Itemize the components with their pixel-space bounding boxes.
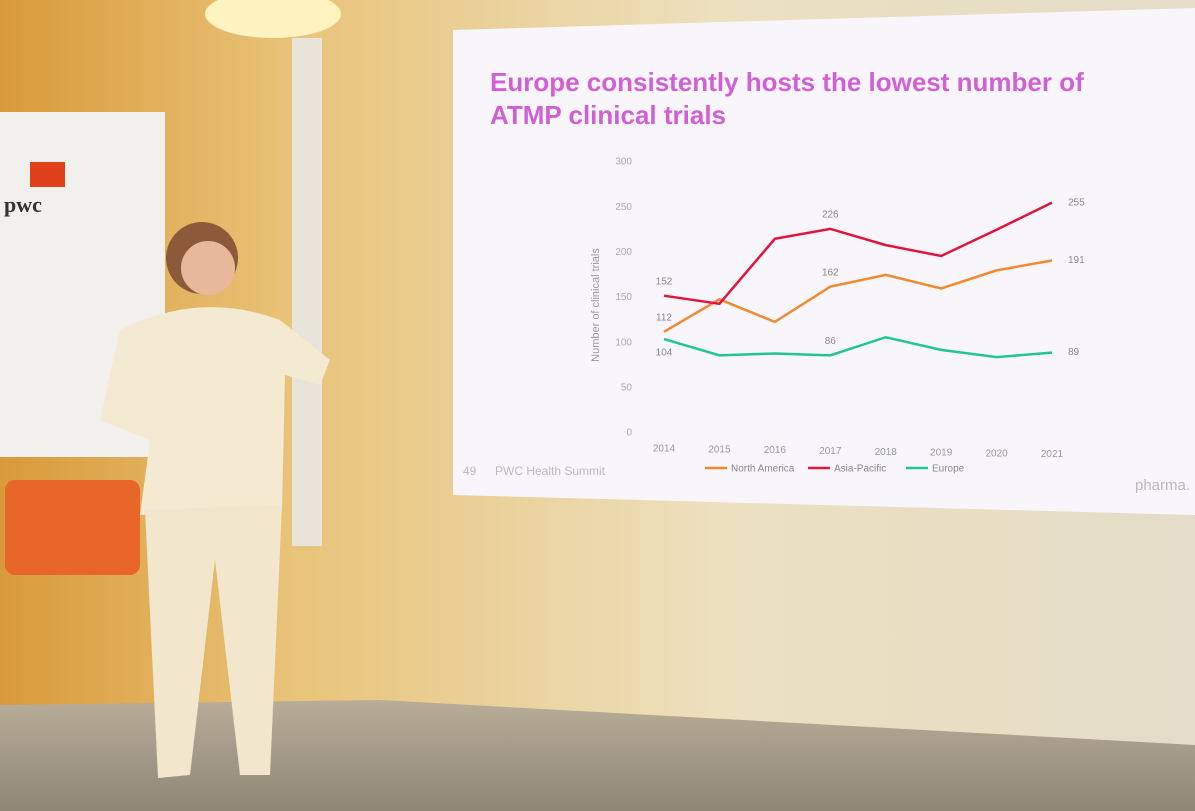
data-label: 104 — [656, 348, 673, 359]
x-tick-label: 2018 — [875, 447, 898, 458]
y-tick-label: 100 — [615, 337, 632, 348]
legend-label: Europe — [932, 464, 965, 475]
slide-footer: PWC Health Summit — [495, 464, 606, 478]
slide-brand: pharma. — [1135, 477, 1190, 494]
chart: 0 50 100 150 200 250 300 2014 2015 2016 2017 2018 20… — [615, 157, 1085, 475]
legend-label: Asia-Pacific — [834, 464, 886, 475]
x-tick-label: 2019 — [930, 448, 953, 459]
x-tick-label: 2016 — [764, 445, 787, 456]
y-tick-label: 200 — [615, 247, 632, 258]
y-tick-label: 0 — [626, 428, 632, 439]
y-axis-label: Number of clinical trials — [590, 248, 602, 362]
series-line — [663, 335, 1053, 359]
x-tick-label: 2020 — [985, 448, 1008, 459]
data-label: 255 — [1068, 197, 1085, 208]
slide-number: 49 — [463, 464, 477, 478]
chair — [5, 480, 140, 575]
slide-title: Europe consistently hosts the lowest num… — [490, 67, 1084, 97]
floor — [0, 700, 1195, 811]
data-label: 89 — [1068, 347, 1080, 358]
logo-mark — [30, 162, 65, 187]
series-line — [663, 259, 1053, 333]
data-label: 162 — [822, 267, 839, 278]
data-label: 112 — [656, 312, 672, 323]
y-tick-label: 300 — [615, 157, 632, 168]
y-tick-label: 250 — [615, 202, 632, 213]
data-label: 152 — [656, 276, 673, 287]
y-tick-label: 150 — [615, 292, 632, 303]
data-label: 86 — [825, 336, 837, 347]
x-tick-label: 2015 — [708, 444, 731, 455]
presenter — [100, 222, 330, 778]
data-label: 191 — [1068, 255, 1085, 266]
series-line — [663, 201, 1053, 306]
x-tick-label: 2014 — [653, 444, 676, 455]
data-label: 226 — [822, 209, 839, 220]
lamp — [205, 0, 341, 38]
slide-title: ATMP clinical trials — [490, 100, 726, 130]
x-tick-label: 2017 — [819, 446, 842, 457]
legend-label: North America — [731, 464, 795, 475]
screen — [453, 8, 1195, 515]
logo: pwc — [4, 192, 42, 217]
pillar — [292, 38, 322, 546]
y-tick-label: 50 — [621, 382, 633, 393]
x-tick-label: 2021 — [1041, 449, 1064, 460]
